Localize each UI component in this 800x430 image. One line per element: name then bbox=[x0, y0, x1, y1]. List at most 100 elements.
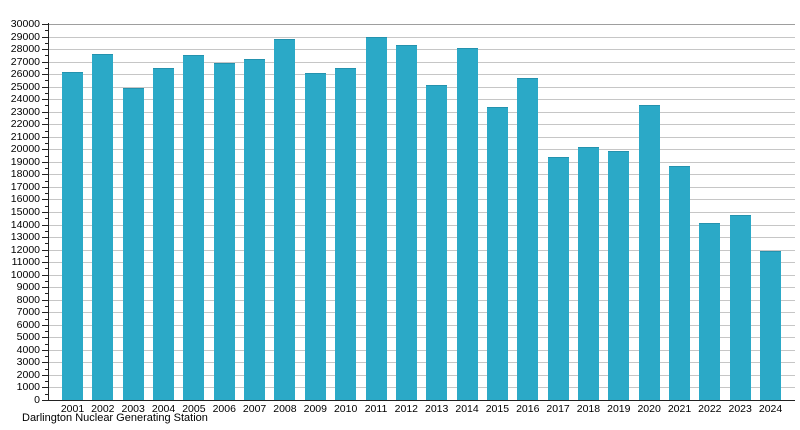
y-minor-tick bbox=[45, 268, 48, 269]
x-tick-label: 2015 bbox=[485, 403, 510, 415]
x-tick-label: 2001 bbox=[60, 403, 85, 415]
gridline bbox=[49, 37, 795, 38]
bar-2001 bbox=[62, 71, 83, 401]
y-tick-label: 18000 bbox=[10, 168, 40, 181]
gridline bbox=[49, 262, 795, 263]
y-major-tick bbox=[42, 262, 48, 263]
x-tick-label: 2005 bbox=[182, 403, 206, 415]
x-tick-label: 2011 bbox=[364, 403, 388, 415]
y-major-tick bbox=[42, 250, 48, 251]
x-tick-label: 2010 bbox=[333, 403, 358, 415]
gridline bbox=[49, 275, 795, 276]
y-major-tick bbox=[42, 174, 48, 175]
y-major-tick bbox=[42, 62, 48, 63]
gridline bbox=[49, 99, 795, 100]
y-tick-label: 19000 bbox=[10, 155, 40, 168]
y-minor-tick bbox=[45, 43, 48, 44]
y-tick-label: 9000 bbox=[16, 281, 40, 294]
gridline bbox=[49, 124, 795, 125]
x-tick-label: 2013 bbox=[425, 403, 449, 415]
bar-2008 bbox=[274, 39, 296, 401]
gridline bbox=[49, 62, 795, 63]
x-tick-label: 2018 bbox=[576, 403, 601, 415]
x-tick-label: 2020 bbox=[637, 403, 661, 415]
y-major-tick bbox=[42, 74, 48, 75]
y-major-tick bbox=[42, 325, 48, 326]
y-tick-label: 20000 bbox=[10, 143, 40, 156]
y-tick-label: 2000 bbox=[16, 368, 40, 381]
y-tick-label: 14000 bbox=[10, 218, 40, 231]
bar-2019 bbox=[608, 150, 630, 401]
y-minor-tick bbox=[45, 369, 48, 370]
y-minor-tick bbox=[45, 256, 48, 257]
y-minor-tick bbox=[45, 181, 48, 182]
y-minor-tick bbox=[45, 356, 48, 357]
y-major-tick bbox=[42, 337, 48, 338]
gridline bbox=[49, 137, 795, 138]
y-major-tick bbox=[42, 287, 48, 288]
y-minor-tick bbox=[45, 131, 48, 132]
gridline bbox=[49, 312, 795, 313]
y-major-tick bbox=[42, 237, 48, 238]
y-tick-label: 5000 bbox=[16, 331, 40, 344]
y-major-tick bbox=[42, 312, 48, 313]
y-major-tick bbox=[42, 275, 48, 276]
gridline bbox=[49, 187, 795, 188]
bar-2010 bbox=[335, 67, 357, 401]
bar-2015 bbox=[486, 106, 508, 401]
gridline bbox=[49, 162, 795, 163]
y-major-tick bbox=[42, 362, 48, 363]
y-major-tick bbox=[42, 99, 48, 100]
y-major-tick bbox=[42, 24, 48, 25]
x-tick-label: 2007 bbox=[242, 403, 267, 415]
gridline bbox=[49, 174, 795, 175]
y-major-tick bbox=[42, 387, 48, 388]
y-tick-label: 10000 bbox=[10, 268, 40, 281]
y-major-tick bbox=[42, 300, 48, 301]
y-major-tick bbox=[42, 37, 48, 38]
bar-2017 bbox=[547, 156, 569, 401]
y-axis-line bbox=[48, 23, 49, 400]
y-major-tick bbox=[42, 212, 48, 213]
bar-2011 bbox=[365, 36, 387, 401]
y-tick-label: 30000 bbox=[10, 18, 40, 30]
y-minor-tick bbox=[45, 168, 48, 169]
y-tick-label: 1000 bbox=[16, 381, 40, 394]
y-major-tick bbox=[42, 400, 48, 401]
y-tick-label: 24000 bbox=[10, 93, 40, 106]
y-major-tick bbox=[42, 87, 48, 88]
bar-2014 bbox=[456, 47, 478, 401]
y-minor-tick bbox=[45, 331, 48, 332]
bar-2003 bbox=[122, 87, 144, 401]
gridline bbox=[49, 49, 795, 50]
y-tick-label: 11000 bbox=[11, 256, 40, 269]
gridline bbox=[49, 74, 795, 75]
y-tick-label: 27000 bbox=[10, 55, 40, 68]
y-tick-label: 26000 bbox=[10, 68, 40, 81]
x-tick-label: 2012 bbox=[394, 403, 419, 415]
x-tick-label: 2023 bbox=[728, 403, 752, 415]
y-minor-tick bbox=[45, 206, 48, 207]
x-tick-label: 2021 bbox=[667, 403, 692, 415]
gridline bbox=[49, 112, 795, 113]
y-major-tick bbox=[42, 225, 48, 226]
gridline bbox=[49, 287, 795, 288]
y-tick-label: 8000 bbox=[16, 293, 40, 306]
y-minor-tick bbox=[45, 105, 48, 106]
x-tick-label: 2022 bbox=[698, 403, 722, 415]
y-minor-tick bbox=[45, 281, 48, 282]
bar-2016 bbox=[517, 77, 539, 401]
bar-2021 bbox=[669, 165, 690, 401]
y-tick-label: 12000 bbox=[10, 243, 40, 256]
y-minor-tick bbox=[45, 344, 48, 345]
y-minor-tick bbox=[45, 68, 48, 69]
y-tick-label: 28000 bbox=[10, 43, 40, 56]
gridline bbox=[49, 225, 795, 226]
gridline bbox=[49, 350, 795, 351]
y-major-tick bbox=[42, 199, 48, 200]
y-tick-label: 21000 bbox=[10, 130, 40, 143]
y-minor-tick bbox=[45, 231, 48, 232]
y-major-tick bbox=[42, 49, 48, 50]
y-minor-tick bbox=[45, 55, 48, 56]
